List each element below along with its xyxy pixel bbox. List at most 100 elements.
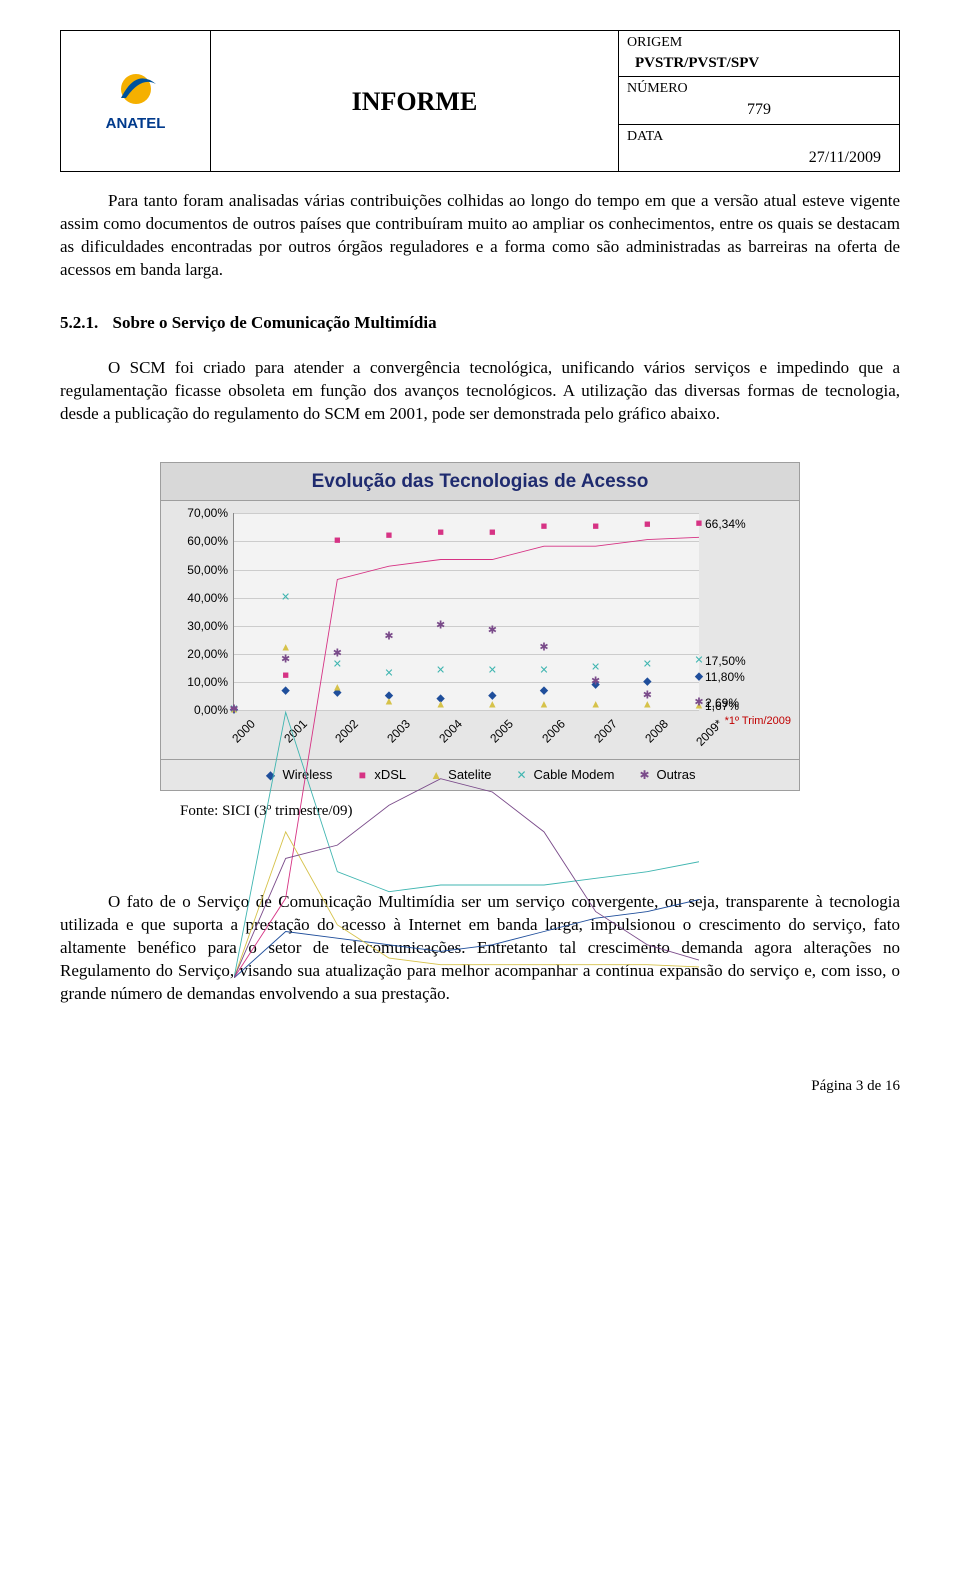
- section-number: 5.2.1.: [60, 313, 98, 332]
- data-label: DATA: [627, 128, 891, 147]
- legend-label: xDSL: [374, 766, 406, 784]
- series-end-label: 2,69%: [699, 695, 739, 711]
- marker-icon: ✱: [643, 691, 652, 702]
- y-axis-label: 10,00%: [187, 674, 234, 690]
- series-end-label: 66,34%: [699, 515, 746, 531]
- marker-icon: ▲: [590, 699, 601, 710]
- marker-icon: ◆: [281, 685, 289, 696]
- chart-container: Evolução das Tecnologias de Acesso 0,00%…: [60, 462, 900, 791]
- data-row: DATA 27/11/2009: [619, 125, 899, 171]
- marker-icon: ✕: [539, 665, 548, 676]
- origem-label: ORIGEM: [627, 34, 891, 53]
- gridline: [234, 598, 699, 599]
- numero-row: NÚMERO 779: [619, 77, 899, 124]
- marker-icon: ■: [644, 519, 651, 530]
- x-axis-label: 2003: [383, 716, 413, 746]
- page-number: Página 3 de 16: [60, 1076, 900, 1096]
- marker-icon: ■: [282, 671, 289, 682]
- y-axis-label: 30,00%: [187, 618, 234, 634]
- marker-icon: ◆: [540, 685, 548, 696]
- gridline: [234, 541, 699, 542]
- chart-footnote: *1º Trim/2009: [725, 714, 791, 729]
- marker-icon: ▲: [487, 699, 498, 710]
- paragraph-3: O fato de o Serviço de Comunicação Multi…: [60, 891, 900, 1006]
- marker-icon: ✕: [436, 665, 445, 676]
- x-axis-label: 2000: [228, 716, 258, 746]
- gridline: [234, 654, 699, 655]
- legend-marker-icon: ◆: [265, 769, 277, 781]
- series-end-label: 11,80%: [699, 669, 745, 685]
- x-axis-label: 2004: [435, 716, 465, 746]
- document-header: ANATEL INFORME ORIGEM PVSTR/PVST/SPV NÚM…: [60, 30, 900, 172]
- data-value: 27/11/2009: [809, 147, 891, 169]
- marker-icon: ✱: [229, 705, 238, 716]
- marker-icon: ✱: [539, 643, 548, 654]
- gridline: [234, 570, 699, 571]
- section-title: Sobre o Serviço de Comunicação Multimídi…: [113, 313, 437, 332]
- legend-label: Outras: [656, 766, 695, 784]
- marker-icon: ✕: [384, 668, 393, 679]
- marker-icon: ✕: [591, 663, 600, 674]
- section-heading: 5.2.1. Sobre o Serviço de Comunicação Mu…: [60, 312, 900, 335]
- y-axis-label: 70,00%: [187, 505, 234, 521]
- marker-icon: ✱: [591, 677, 600, 688]
- marker-icon: ✕: [643, 660, 652, 671]
- gridline: [234, 626, 699, 627]
- gridline: [234, 710, 699, 711]
- marker-icon: ✱: [333, 648, 342, 659]
- marker-icon: ✱: [384, 632, 393, 643]
- chart-box: Evolução das Tecnologias de Acesso 0,00%…: [160, 462, 800, 791]
- chart-legend: ◆ Wireless ■ xDSL ▲ Satelite ✕ Cable Modem ✱ Outr…: [160, 760, 800, 791]
- gridline: [234, 682, 699, 683]
- anatel-logo: ANATEL: [101, 68, 171, 134]
- anatel-logo-icon: [101, 68, 171, 110]
- marker-icon: ✕: [488, 665, 497, 676]
- x-axis-label: 2005: [487, 716, 517, 746]
- marker-icon: ▲: [384, 696, 395, 707]
- y-axis-label: 40,00%: [187, 590, 234, 606]
- legend-item: ■ xDSL: [356, 766, 406, 784]
- marker-icon: ▲: [332, 682, 343, 693]
- numero-label: NÚMERO: [627, 80, 891, 99]
- chart-plot: 0,00%10,00%20,00%30,00%40,00%50,00%60,00…: [160, 500, 800, 760]
- x-axis-label: 2002: [332, 716, 362, 746]
- logo-cell: ANATEL: [61, 31, 211, 171]
- x-axis-label: 2008: [642, 716, 672, 746]
- marker-icon: ✱: [281, 654, 290, 665]
- x-axis-label: 2007: [590, 716, 620, 746]
- marker-icon: ■: [592, 522, 599, 533]
- y-axis-label: 60,00%: [187, 533, 234, 549]
- legend-marker-icon: ✕: [516, 769, 528, 781]
- series-end-label: 17,50%: [699, 653, 746, 669]
- legend-label: Cable Modem: [534, 766, 615, 784]
- marker-icon: ■: [489, 527, 496, 538]
- marker-icon: ▲: [435, 699, 446, 710]
- legend-item: ✕ Cable Modem: [516, 766, 615, 784]
- plot-area: 0,00%10,00%20,00%30,00%40,00%50,00%60,00…: [233, 513, 699, 711]
- legend-marker-icon: ✱: [638, 769, 650, 781]
- origem-row: ORIGEM PVSTR/PVST/SPV: [619, 31, 899, 77]
- y-axis-label: 50,00%: [187, 561, 234, 577]
- paragraph-2: O SCM foi criado para atender a convergê…: [60, 357, 900, 426]
- marker-icon: ■: [334, 536, 341, 547]
- metadata-cell: ORIGEM PVSTR/PVST/SPV NÚMERO 779 DATA 27…: [619, 31, 899, 171]
- x-axis-label: 2001: [280, 716, 310, 746]
- marker-icon: ■: [437, 527, 444, 538]
- legend-marker-icon: ▲: [430, 769, 442, 781]
- marker-icon: ✱: [488, 626, 497, 637]
- marker-icon: ◆: [643, 677, 651, 688]
- legend-label: Satelite: [448, 766, 491, 784]
- gridline: [234, 513, 699, 514]
- legend-label: Wireless: [283, 766, 333, 784]
- legend-item: ✱ Outras: [638, 766, 695, 784]
- marker-icon: ✕: [281, 592, 290, 603]
- paragraph-1: Para tanto foram analisadas várias contr…: [60, 190, 900, 282]
- marker-icon: ■: [386, 530, 393, 541]
- origem-value: PVSTR/PVST/SPV: [627, 53, 891, 73]
- x-axis-label: 2006: [538, 716, 568, 746]
- legend-item: ▲ Satelite: [430, 766, 491, 784]
- chart-title: Evolução das Tecnologias de Acesso: [160, 462, 800, 501]
- legend-item: ◆ Wireless: [265, 766, 333, 784]
- marker-icon: ✕: [333, 660, 342, 671]
- legend-marker-icon: ■: [356, 769, 368, 781]
